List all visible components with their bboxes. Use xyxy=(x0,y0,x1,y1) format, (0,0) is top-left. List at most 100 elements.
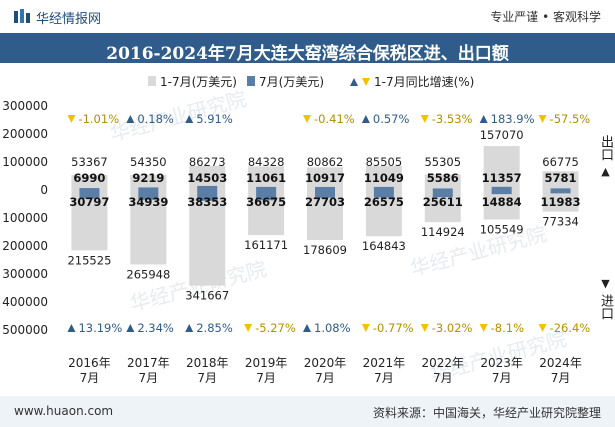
bar-cumulative-export xyxy=(248,166,285,190)
legend-label: 7月(万美元) xyxy=(259,75,324,89)
growth-up-marker xyxy=(185,324,194,332)
data-label-month-export: 5586 xyxy=(427,171,459,185)
slogan: 专业严谨 • 客观科学 xyxy=(490,10,601,24)
data-label-month-import: 26575 xyxy=(364,195,404,209)
growth-label-import: -8.1% xyxy=(491,321,524,335)
growth-up-marker xyxy=(126,115,135,123)
growth-label-export: -57.5% xyxy=(550,112,591,126)
y-tick-label: 200000 xyxy=(2,239,48,253)
data-label-month-import: 38353 xyxy=(187,195,227,209)
bar-cumulative-import xyxy=(483,190,520,220)
bar-cumulative-export xyxy=(483,146,520,190)
bar-cumulative-import xyxy=(130,190,167,265)
data-label-month-export: 9219 xyxy=(132,171,164,185)
y-tick-label: 200000 xyxy=(2,127,48,141)
website-link[interactable]: www.huaon.com xyxy=(14,404,114,418)
data-label-month-export: 14503 xyxy=(187,171,227,185)
bar-month-import xyxy=(315,190,335,198)
growth-label-import: -3.02% xyxy=(432,321,473,335)
growth-up-marker xyxy=(67,324,76,332)
growth-down-marker xyxy=(244,324,253,332)
bar-cumulative-export xyxy=(71,175,108,190)
arrow-up-icon: ▲ xyxy=(599,165,612,179)
x-tick-label: 7月 xyxy=(80,371,100,385)
y-tick-label: 500000 xyxy=(2,323,48,337)
data-label-month-import: 34939 xyxy=(128,195,168,209)
data-source: 资料来源：中国海关，华经产业研究院整理 xyxy=(372,406,601,420)
data-label-cumulative-export: 86273 xyxy=(189,155,226,169)
bar-cumulative-import xyxy=(307,190,343,241)
data-label-cumulative-import: 341667 xyxy=(185,289,229,303)
data-label-month-import: 25611 xyxy=(423,195,463,209)
legend-label: 1-7月(万美元) xyxy=(160,75,237,89)
bar-cumulative-export xyxy=(365,166,402,190)
bar-cumulative-import xyxy=(365,190,402,237)
export-side-label: 出口 ▲ xyxy=(597,135,615,178)
growth-label-export: 5.91% xyxy=(196,112,233,126)
x-tick-label: 7月 xyxy=(256,371,276,385)
growth-up-marker xyxy=(185,115,194,123)
x-tick-label: 2023年 xyxy=(480,356,523,370)
data-label-cumulative-export: 84328 xyxy=(248,155,285,169)
data-label-cumulative-export: 157070 xyxy=(480,128,524,142)
bar-month-export xyxy=(432,188,453,190)
bar-month-export xyxy=(315,186,335,190)
bar-cumulative-export xyxy=(542,171,579,190)
data-label-month-export: 10917 xyxy=(305,171,345,185)
growth-label-export: -1.01% xyxy=(78,112,119,126)
top-bar: 华经情报网 专业严谨 • 客观科学 xyxy=(0,0,615,33)
bar-month-export xyxy=(550,188,571,190)
growth-label-export: 0.57% xyxy=(373,112,410,126)
x-tick-label: 7月 xyxy=(315,371,335,385)
data-label-cumulative-import: 161171 xyxy=(244,238,288,252)
data-label-cumulative-export: 54350 xyxy=(130,155,167,169)
growth-label-import: 13.19% xyxy=(78,321,122,335)
growth-label-import: 2.34% xyxy=(137,321,174,335)
x-tick-label: 7月 xyxy=(551,371,571,385)
bar-month-export xyxy=(138,187,159,190)
x-tick-label: 7月 xyxy=(197,371,217,385)
data-label-month-export: 5781 xyxy=(545,171,577,185)
x-tick-label: 2018年 xyxy=(186,356,229,370)
bar-month-export xyxy=(491,186,512,190)
arrow-down-icon: ▼ xyxy=(599,277,612,290)
growth-down-marker xyxy=(538,115,547,123)
legend-label: 1-7月同比增速(%) xyxy=(374,75,474,89)
bar-month-import xyxy=(432,190,453,198)
bar-cumulative-import xyxy=(71,190,108,251)
footer: www.huaon.com 资料来源：中国海关，华经产业研究院整理 xyxy=(0,396,615,427)
bar-month-export xyxy=(373,186,394,190)
bar-cumulative-import xyxy=(542,190,579,212)
data-label-month-export: 11061 xyxy=(246,171,286,185)
x-tick-label: 7月 xyxy=(374,371,394,385)
title-bar: 2016-2024年7月大连大窑湾综合保税区进、出口额 xyxy=(0,33,615,64)
growth-label-export: -3.53% xyxy=(432,112,473,126)
data-label-cumulative-export: 85505 xyxy=(366,155,403,169)
bar-month-export xyxy=(197,185,218,190)
growth-label-import: -0.77% xyxy=(373,321,414,335)
x-tick-label: 2019年 xyxy=(245,356,288,370)
import-side-label: ▼ 进口 xyxy=(597,277,615,320)
legend-swatch xyxy=(148,76,156,86)
y-tick-label: 0 xyxy=(40,183,48,197)
data-label-cumulative-import: 114924 xyxy=(421,225,465,239)
bar-month-export xyxy=(256,186,277,190)
growth-label-import: 2.85% xyxy=(196,321,233,335)
brand-name: 华经情报网 xyxy=(36,12,102,27)
bar-cumulative-export xyxy=(424,174,461,190)
bar-cumulative-import xyxy=(189,190,226,286)
x-tick-label: 7月 xyxy=(139,371,159,385)
x-tick-label: 2016年 xyxy=(68,356,111,370)
x-tick-label: 2020年 xyxy=(304,356,347,370)
growth-label-export: 0.18% xyxy=(137,112,174,126)
growth-down-marker xyxy=(420,115,429,123)
data-label-cumulative-export: 66775 xyxy=(542,155,579,169)
x-tick-label: 2017年 xyxy=(127,356,170,370)
bar-month-import xyxy=(256,190,277,201)
data-label-month-import: 11983 xyxy=(541,195,581,209)
growth-down-marker xyxy=(479,324,488,332)
x-tick-label: 2021年 xyxy=(363,356,406,370)
data-label-month-export: 11357 xyxy=(482,171,522,185)
growth-label-import: 1.08% xyxy=(314,321,351,335)
